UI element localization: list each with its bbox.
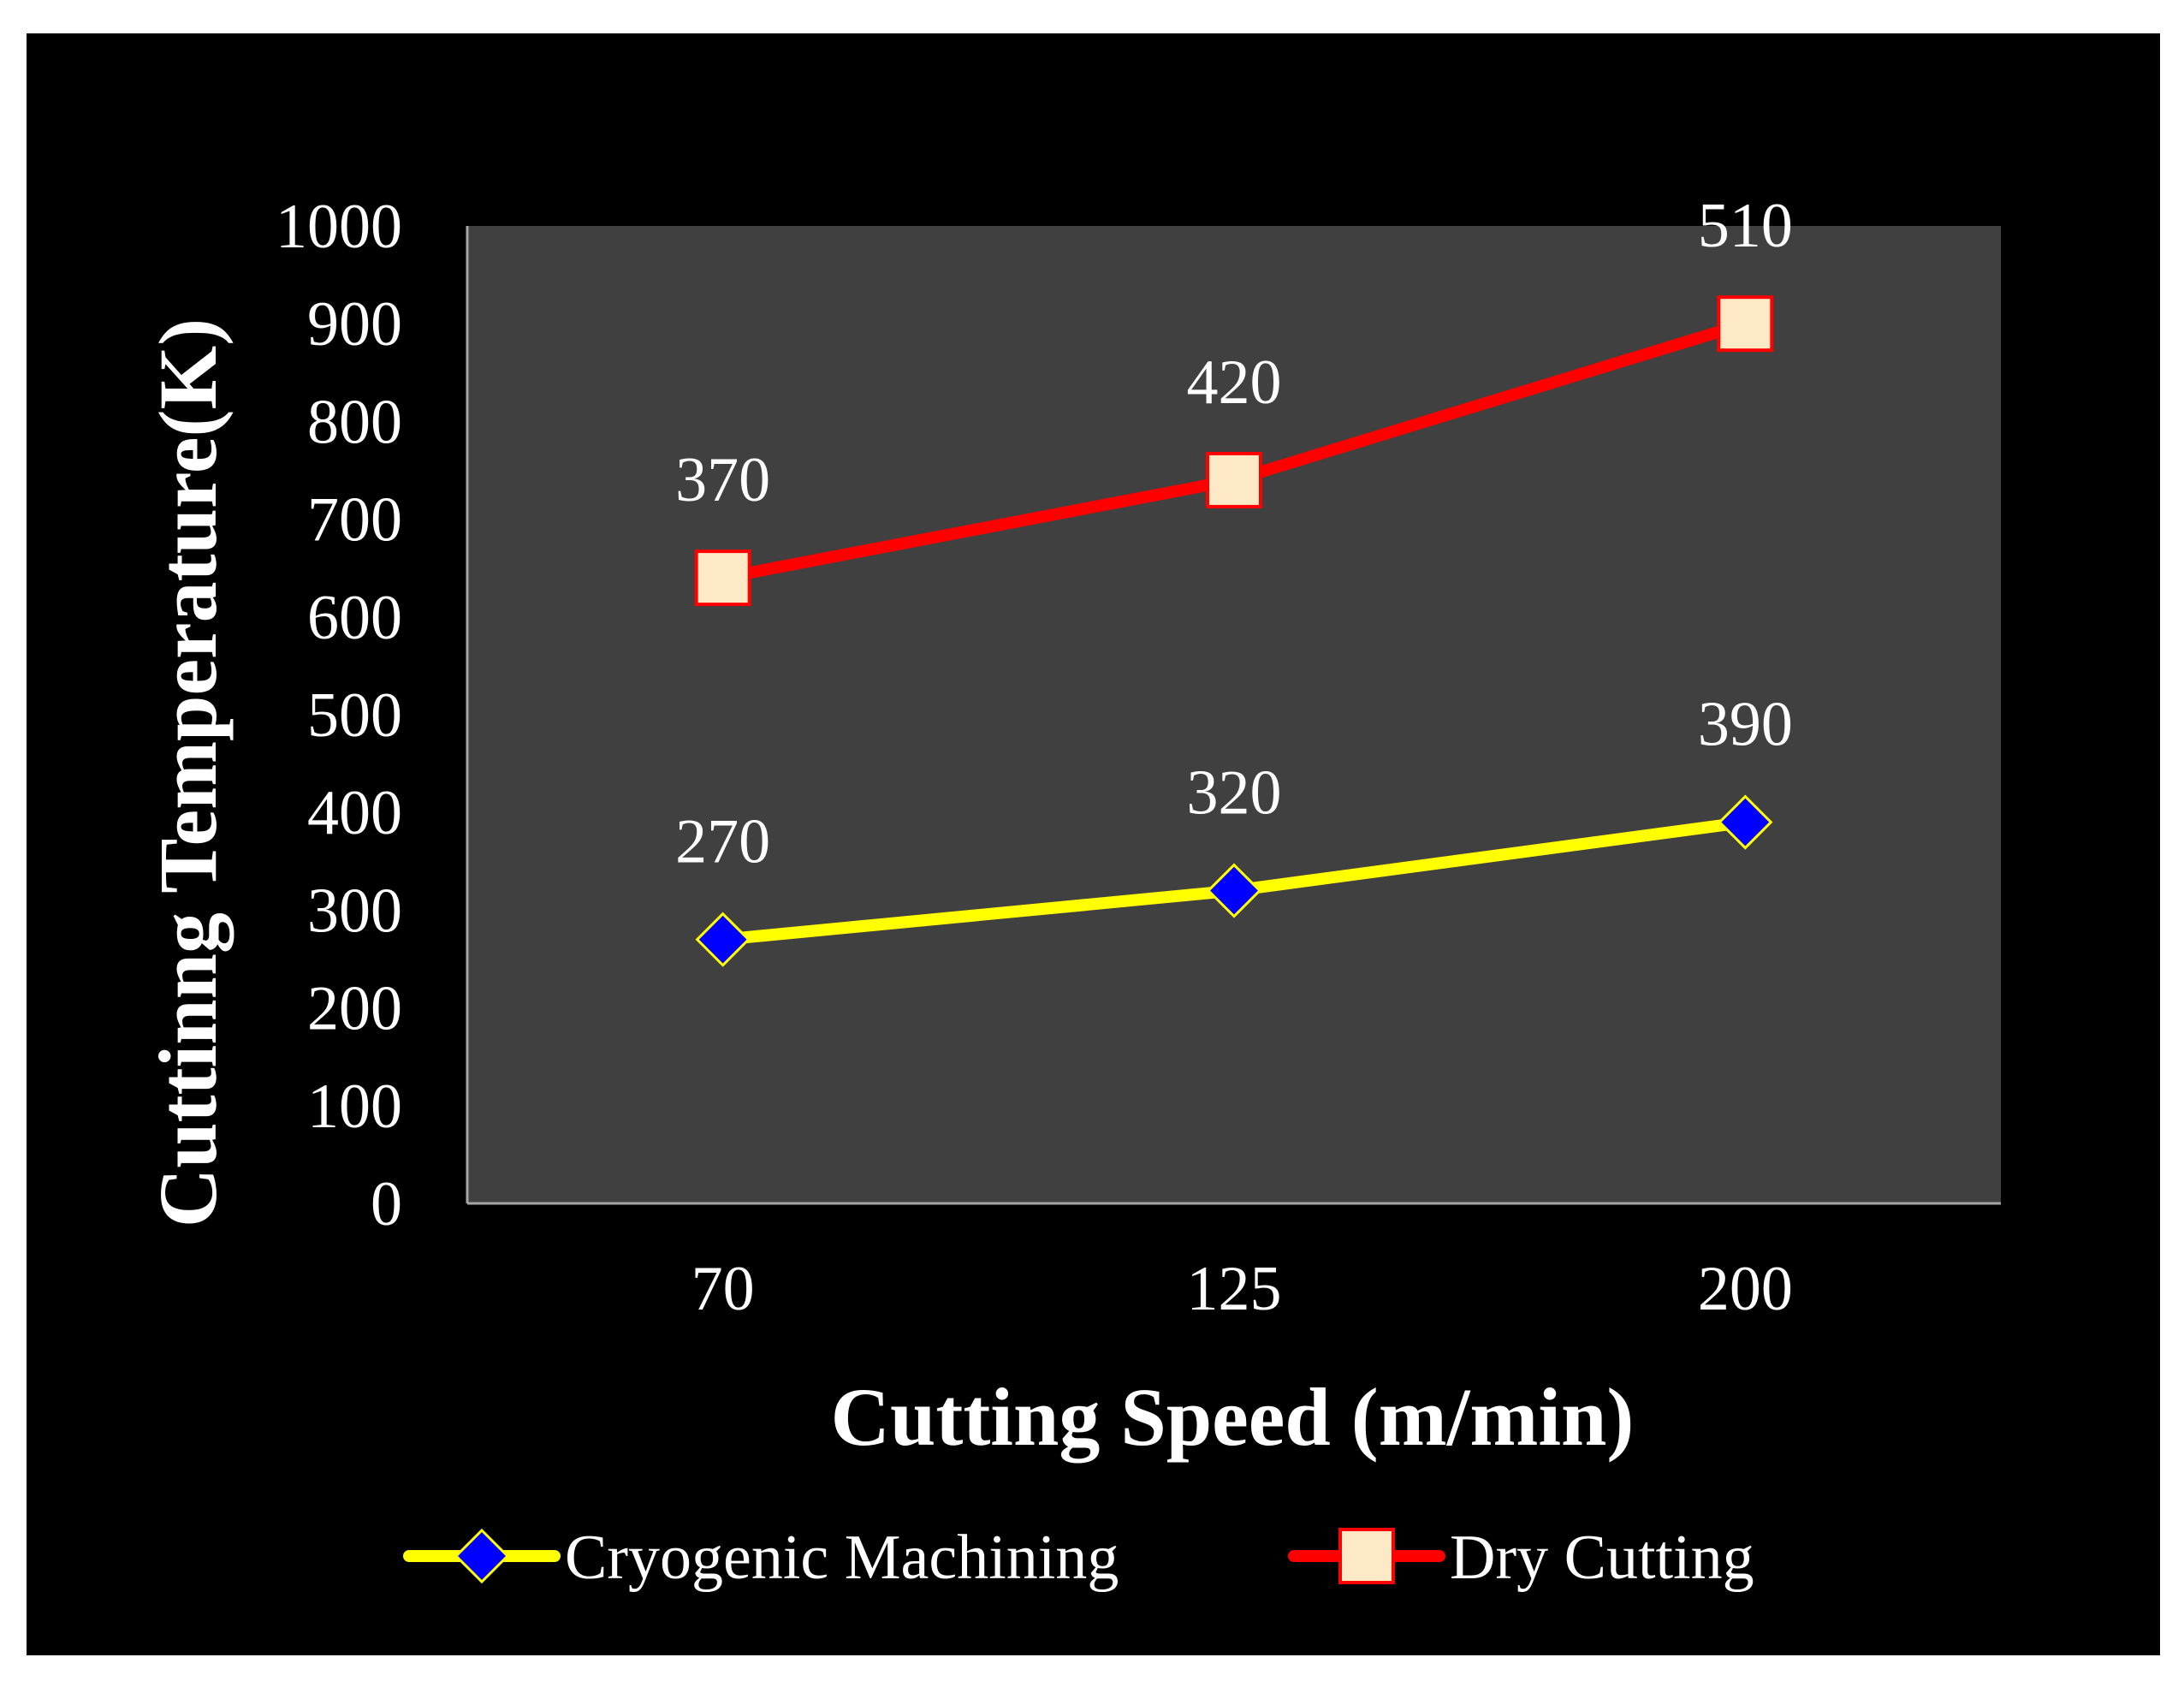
x-tick-labels: 70 125 200 [691, 1254, 1793, 1324]
data-label-cryogenic-machining: 390 [1698, 690, 1793, 760]
series-dry-cutting [694, 295, 1774, 607]
legend-marker-dry-cutting [1338, 1528, 1395, 1584]
y-tick-label: 400 [307, 778, 402, 848]
data-point-cryogenic-machining [1718, 794, 1773, 850]
legend-label-cryogenic-machining: Cryogenic Machining [565, 1523, 1119, 1593]
data-label-cryogenic-machining: 270 [675, 807, 770, 877]
data-labels: 270 320 390 370 420 510 [675, 191, 1793, 876]
y-tick-label: 800 [307, 387, 402, 457]
y-tick-label: 100 [307, 1072, 402, 1142]
data-point-dry-cutting [1717, 295, 1774, 353]
legend-marker-cryogenic-machining [454, 1528, 510, 1584]
x-tick-label: 70 [691, 1254, 755, 1324]
y-tick-label: 200 [307, 974, 402, 1044]
data-point-cryogenic-machining [695, 912, 751, 967]
y-tick-label: 900 [307, 289, 402, 359]
x-axis-title: Cutting Speed (m/min) [831, 1371, 1635, 1463]
y-tick-label: 500 [307, 680, 402, 751]
y-tick-label: 300 [307, 876, 402, 946]
data-label-dry-cutting: 370 [675, 445, 770, 515]
legend-item-dry-cutting: Dry Cutting [1288, 1523, 1754, 1593]
data-point-cryogenic-machining [1206, 863, 1262, 918]
series-cryogenic-machining [695, 794, 1773, 967]
y-tick-label: 0 [371, 1169, 402, 1239]
data-point-dry-cutting [1206, 451, 1262, 508]
legend: Cryogenic Machining Dry Cutting [403, 1523, 1754, 1593]
x-tick-label: 200 [1698, 1254, 1793, 1324]
series-layer [694, 295, 1774, 967]
x-tick-label: 125 [1187, 1254, 1282, 1324]
legend-label-dry-cutting: Dry Cutting [1450, 1523, 1754, 1593]
plot-area [467, 226, 2001, 1203]
y-tick-labels: 0 100 200 300 400 500 600 700 800 900 1000 [276, 192, 402, 1239]
legend-item-cryogenic-machining: Cryogenic Machining [403, 1523, 1119, 1593]
data-point-dry-cutting [694, 549, 751, 607]
y-tick-label: 600 [307, 583, 402, 653]
data-label-dry-cutting: 510 [1698, 191, 1793, 261]
axes [466, 226, 2001, 1205]
y-axis-title: Cuttinng Temperature(K) [142, 318, 234, 1227]
y-tick-label: 700 [307, 485, 402, 555]
data-label-dry-cutting: 420 [1187, 347, 1282, 418]
data-label-cryogenic-machining: 320 [1187, 758, 1282, 829]
y-tick-label: 1000 [276, 192, 402, 262]
